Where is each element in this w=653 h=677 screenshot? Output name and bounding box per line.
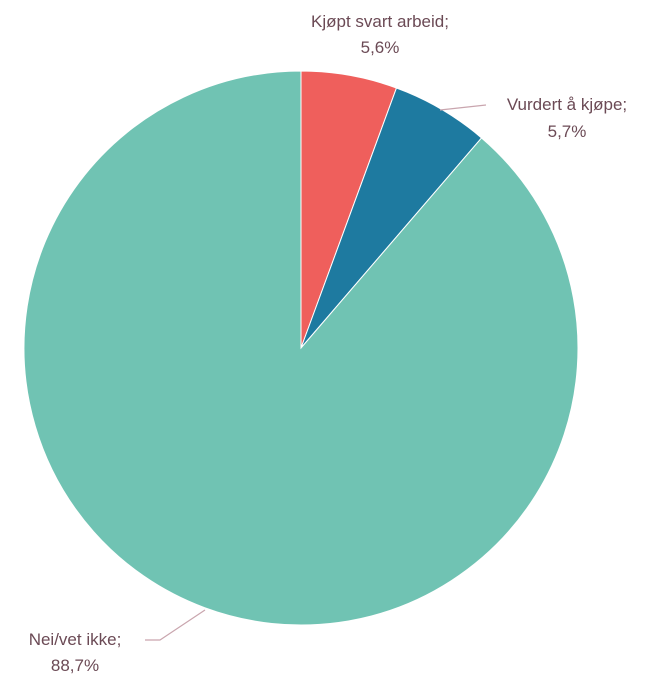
- pie-slices: [23, 70, 579, 626]
- slice-label-kjopt: Kjøpt svart arbeid;: [311, 12, 449, 31]
- slice-value-nei: 88,7%: [51, 656, 99, 675]
- slice-label-nei: Nei/vet ikke;: [29, 630, 122, 649]
- slice-value-vurdert: 5,7%: [548, 122, 587, 141]
- slice-label-vurdert: Vurdert å kjøpe;: [507, 95, 627, 114]
- leader-line-nei: [145, 609, 206, 641]
- leader-line-vurdert: [439, 104, 487, 111]
- slice-value-kjopt: 5,6%: [361, 38, 400, 57]
- pie-slice-nei: [23, 70, 579, 626]
